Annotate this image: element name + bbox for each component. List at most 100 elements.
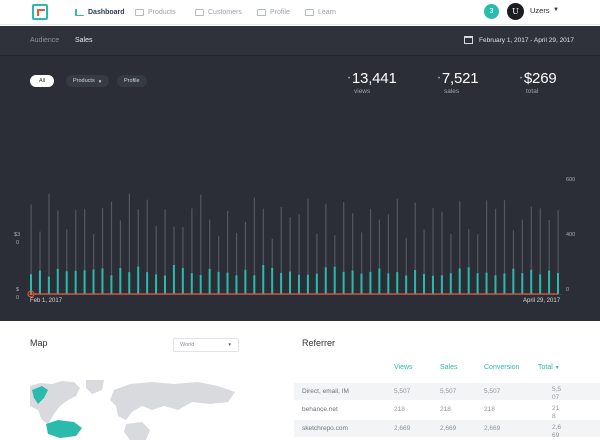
filter-all[interactable]: All [30, 75, 55, 87]
data-bar [92, 269, 95, 294]
ghost-bar [521, 219, 523, 294]
highlight-alaska [32, 386, 48, 404]
ghost-bar [262, 208, 264, 294]
chart-end-date: April 29, 2017 [523, 298, 561, 304]
data-bar [155, 274, 158, 294]
world-map[interactable] [30, 380, 242, 440]
left-axis-tick-2: 0 [16, 240, 20, 246]
data-bar [172, 265, 175, 294]
column-header-conversion[interactable]: Conversion [484, 364, 520, 371]
user-avatar[interactable]: U [507, 3, 524, 20]
column-header-total[interactable]: Total ▼ [538, 364, 560, 371]
table-row[interactable] [294, 383, 600, 400]
right-axis-tick-0: 0 [566, 287, 570, 293]
trend-peak-dot [29, 292, 33, 296]
ghost-bar [128, 193, 130, 294]
referrer-sales: 2,669 [440, 425, 457, 432]
data-bar [146, 272, 149, 294]
ghost-bar [432, 208, 434, 294]
data-bar [253, 275, 256, 294]
app-logo[interactable] [32, 4, 48, 20]
ghost-bar [146, 199, 148, 294]
ghost-bar [200, 194, 202, 294]
data-bar [56, 268, 59, 294]
trend-peak-marker[interactable] [27, 290, 35, 298]
ghost-bar [191, 208, 193, 294]
ghost-bar [486, 200, 488, 294]
column-header-views[interactable]: Views [394, 364, 413, 371]
data-bar [65, 271, 68, 294]
ghost-bar [57, 210, 59, 294]
chevron-down-icon: ▼ [97, 78, 103, 84]
nav-item-dashboard[interactable]: Dashboard [75, 0, 125, 25]
right-axis-tick-600: 600 [566, 177, 576, 183]
tab-audience[interactable]: Audience [30, 37, 60, 44]
stat-views: • 13,441 views [348, 70, 397, 95]
nav-item-customers[interactable]: Customers [195, 0, 242, 25]
data-bar [467, 267, 470, 294]
user-menu-chevron-icon[interactable]: ▼ [553, 7, 559, 13]
map-title: Map [30, 338, 48, 348]
data-bar [217, 271, 220, 294]
chevron-down-icon: ▼ [227, 342, 232, 347]
data-bar [396, 272, 399, 294]
chart-start-date: Feb 1, 2017 [30, 298, 63, 304]
data-bar [235, 275, 238, 294]
data-bar [38, 270, 41, 294]
data-bar [485, 272, 488, 294]
nav-item-learn[interactable]: Learn [305, 0, 336, 25]
nav-item-label: Dashboard [88, 9, 125, 16]
nav-item-label: Learn [318, 9, 336, 16]
region-select-value: World [180, 342, 195, 348]
table-row[interactable] [294, 420, 600, 437]
ghost-bar [39, 231, 41, 294]
referrer-total: 2,669 [552, 424, 562, 439]
user-name[interactable]: Uzers [530, 6, 550, 15]
data-bar [280, 272, 283, 294]
ghost-bar [477, 234, 479, 294]
data-bar [503, 273, 506, 294]
ghost-bar [530, 206, 532, 294]
data-bar [539, 274, 542, 294]
column-header-sales[interactable]: Sales [440, 364, 458, 371]
ghost-bar [110, 201, 113, 294]
sort-desc-icon: ▼ [554, 365, 560, 371]
filter-profile[interactable]: Profile [117, 75, 147, 87]
data-bar [137, 266, 140, 294]
data-bar [128, 272, 131, 294]
tab-sales[interactable]: Sales [75, 37, 93, 44]
data-bar [190, 273, 193, 294]
ghost-bar [164, 209, 166, 294]
left-axis-tick-4: 0 [16, 295, 20, 301]
ghost-bar [93, 233, 95, 294]
data-bar [119, 268, 122, 294]
stat-sales-value: 7,521 [441, 70, 479, 87]
referrer-name: Direct, email, IM [302, 388, 349, 395]
data-bar [414, 270, 417, 294]
highlight-usa [46, 420, 82, 438]
data-bar [101, 268, 104, 294]
data-bar [244, 269, 247, 294]
data-bar [333, 266, 336, 294]
region-select[interactable]: World ▼ [173, 338, 239, 352]
filter-products[interactable]: Products ▼ [66, 75, 110, 87]
referrer-views: 218 [394, 406, 405, 413]
left-axis-tick-3: $ [16, 287, 20, 293]
stat-total-label: total [526, 88, 539, 95]
data-bar [271, 267, 274, 294]
data-bar [521, 273, 524, 294]
stat-sales: • 7,521 sales [438, 70, 479, 95]
ghost-bar [155, 226, 157, 294]
ghost-bar [289, 217, 291, 294]
calendar-icon[interactable] [464, 36, 473, 44]
notification-badge[interactable]: 3 [484, 4, 499, 19]
date-range-picker[interactable]: February 1, 2017 - April 29, 2017 [479, 37, 575, 44]
sub-navbar: Audience Sales February 1, 2017 - April … [0, 26, 600, 56]
nav-item-products[interactable]: Products [135, 0, 176, 25]
nav-item-profile[interactable]: Profile [257, 0, 290, 25]
ghost-bar [119, 220, 122, 294]
filter-profile-label: Profile [124, 78, 140, 84]
referrer-conversion: 2,669 [484, 425, 501, 432]
data-bar [476, 273, 479, 294]
referrer-sales: 5,507 [440, 388, 457, 395]
